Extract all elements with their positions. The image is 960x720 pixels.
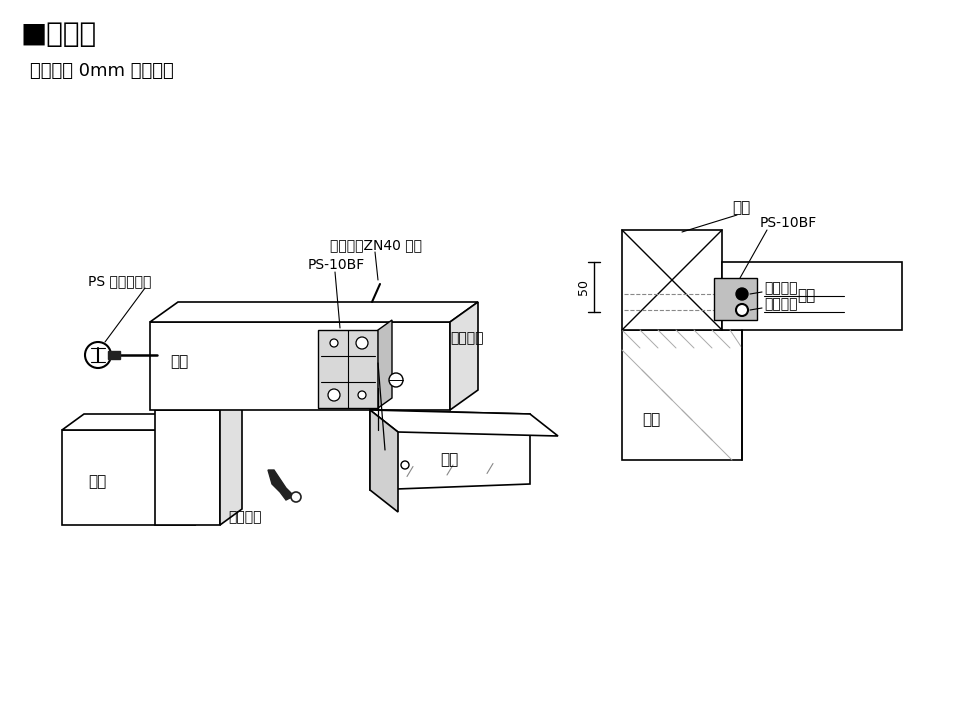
- Text: 先行ピン: 先行ピン: [450, 331, 484, 345]
- Circle shape: [401, 461, 409, 469]
- Text: 基礎: 基礎: [642, 413, 660, 428]
- Polygon shape: [155, 394, 242, 410]
- Text: 大引: 大引: [797, 289, 815, 304]
- Polygon shape: [714, 278, 757, 320]
- Circle shape: [330, 339, 338, 347]
- Polygon shape: [62, 414, 217, 430]
- Circle shape: [358, 391, 366, 399]
- Polygon shape: [195, 414, 217, 525]
- Circle shape: [356, 337, 368, 349]
- Polygon shape: [378, 320, 392, 408]
- Polygon shape: [622, 330, 742, 460]
- Circle shape: [389, 373, 403, 387]
- Circle shape: [328, 389, 340, 401]
- Text: 後打ピン: 後打ピン: [764, 297, 798, 311]
- Polygon shape: [722, 262, 902, 330]
- Polygon shape: [155, 410, 220, 525]
- Polygon shape: [62, 430, 195, 525]
- Text: 後打ピン: 後打ピン: [228, 510, 261, 524]
- Text: 50: 50: [577, 279, 590, 295]
- Polygon shape: [450, 302, 478, 410]
- Circle shape: [736, 288, 748, 300]
- Polygon shape: [108, 351, 120, 359]
- Polygon shape: [150, 322, 450, 410]
- Polygon shape: [150, 302, 478, 322]
- Text: 先行ピン: 先行ピン: [764, 281, 798, 295]
- Polygon shape: [318, 330, 378, 408]
- Circle shape: [736, 304, 748, 316]
- Polygon shape: [622, 230, 722, 330]
- Text: 基礎: 基礎: [88, 474, 107, 490]
- Text: PS-10BF: PS-10BF: [760, 216, 817, 230]
- Text: 仮止釘（ZN40 等）: 仮止釘（ZN40 等）: [330, 238, 422, 252]
- Text: （高低差 0mm のとき）: （高低差 0mm のとき）: [30, 62, 174, 80]
- Polygon shape: [370, 410, 530, 490]
- Polygon shape: [370, 410, 398, 512]
- Text: 大引: 大引: [440, 452, 458, 467]
- Polygon shape: [220, 394, 242, 525]
- Circle shape: [85, 342, 111, 368]
- Text: PS 座付ボルト: PS 座付ボルト: [88, 274, 152, 288]
- Polygon shape: [268, 470, 294, 500]
- Text: ■取付図: ■取付図: [20, 20, 96, 48]
- Text: 土台: 土台: [732, 200, 751, 215]
- Circle shape: [291, 492, 301, 502]
- Text: 土台: 土台: [170, 354, 188, 369]
- Polygon shape: [370, 410, 558, 436]
- Text: PS-10BF: PS-10BF: [308, 258, 365, 272]
